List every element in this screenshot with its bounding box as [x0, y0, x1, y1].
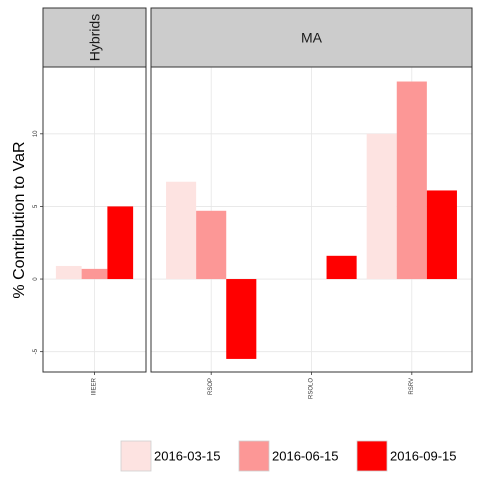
bar-iiieer-2016-03-15: [55, 265, 82, 280]
y-tick-label: -5: [33, 348, 39, 354]
bar-rsop-2016-06-15: [196, 210, 227, 280]
legend-label: 2016-03-15: [154, 449, 221, 464]
legend-label: 2016-09-15: [390, 449, 457, 464]
bar-rsop-2016-09-15: [226, 279, 257, 359]
bar-rsrv-2016-06-15: [396, 81, 427, 280]
x-tick-label: RSOLO: [309, 378, 315, 399]
legend-item-2016-09-15: 2016-09-15: [356, 440, 457, 472]
y-tick-label: 10: [33, 130, 39, 137]
y-axis-title: % Contribution to VaR: [11, 141, 28, 298]
bar-rsrv-2016-09-15: [426, 190, 457, 280]
bar-rsolo-2016-09-15: [326, 255, 357, 280]
y-axis: -5 0 5 10: [33, 130, 43, 354]
panel-hybrids: Hybrids IIIEER: [42, 7, 147, 395]
legend-label: 2016-06-15: [272, 449, 339, 464]
x-tick-label: RSOP: [208, 378, 214, 395]
legend-key: [120, 440, 152, 472]
legend-key: [356, 440, 388, 472]
strip-header: [42, 7, 147, 68]
strip-header: [150, 7, 473, 68]
bar-rsop-2016-03-15: [166, 181, 197, 280]
legend-item-2016-03-15: 2016-03-15: [120, 440, 221, 472]
strip-label: MA: [301, 30, 323, 46]
legend-item-2016-06-15: 2016-06-15: [238, 440, 339, 472]
panel-border: [42, 66, 147, 373]
x-tick-label: RSRV: [409, 378, 415, 395]
legend: 2016-03-15 2016-06-15 2016-09-15: [120, 440, 457, 472]
bar-rsrv-2016-03-15: [366, 133, 397, 280]
bar-iiieer-2016-06-15: [81, 268, 108, 280]
y-tick-label: 0: [33, 277, 39, 281]
strip-label: Hybrids: [87, 14, 103, 61]
bar-iiieer-2016-09-15: [107, 206, 134, 280]
panel-ma: MA RSOP RSOLO RSRV: [150, 7, 473, 399]
x-tick-label: IIIEER: [92, 377, 98, 395]
legend-key: [238, 440, 270, 472]
panel-border: [150, 66, 473, 373]
y-tick-label: 5: [33, 204, 39, 208]
panels-layer: Hybrids IIIEER MA RSOP RSOLO RSRV: [42, 7, 473, 399]
